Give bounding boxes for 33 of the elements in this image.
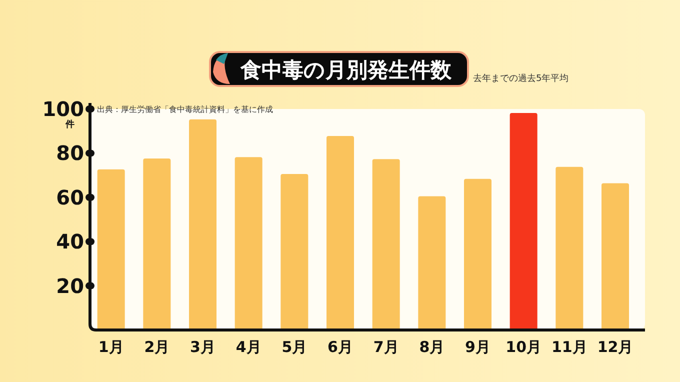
y-tick-label: 20 [56,274,84,298]
x-tick-label: 7月 [373,338,399,356]
bar [372,159,400,330]
bar [143,158,171,330]
bar [97,169,125,330]
x-tick-label: 3月 [190,338,216,356]
y-tick-label: 100 [42,97,84,121]
bar [602,183,629,330]
y-tick-label: 40 [56,230,84,254]
x-tick-label: 2月 [144,338,170,356]
bar [234,157,262,330]
y-tick-label: 80 [56,141,84,166]
x-tick-label: 10月 [506,338,542,356]
x-tick-label: 1月 [98,338,124,356]
x-tick-label: 6月 [328,338,353,356]
bar [510,112,538,330]
chart-title: 食中毒の月別発生件数 [240,58,452,82]
x-tick-label: 5月 [282,338,308,356]
bar [556,166,584,330]
x-tick-label: 12月 [597,338,634,356]
x-tick-label: 9月 [465,338,490,356]
bar [326,136,354,330]
bar [280,174,308,330]
y-axis-title: 件 [64,119,74,130]
y-tick-label: 60 [56,185,84,210]
x-tick-label: 11月 [551,338,588,356]
bar [418,196,446,330]
bar [464,178,492,330]
x-tick-label: 4月 [236,338,262,356]
chart-subtitle: 去年までの過去5年平均 [473,73,569,84]
bar [189,119,216,330]
x-tick-label: 8月 [419,338,445,356]
annotation: 出典：厚生労働省「食中毒統計資料」を基に作成 [97,105,273,114]
